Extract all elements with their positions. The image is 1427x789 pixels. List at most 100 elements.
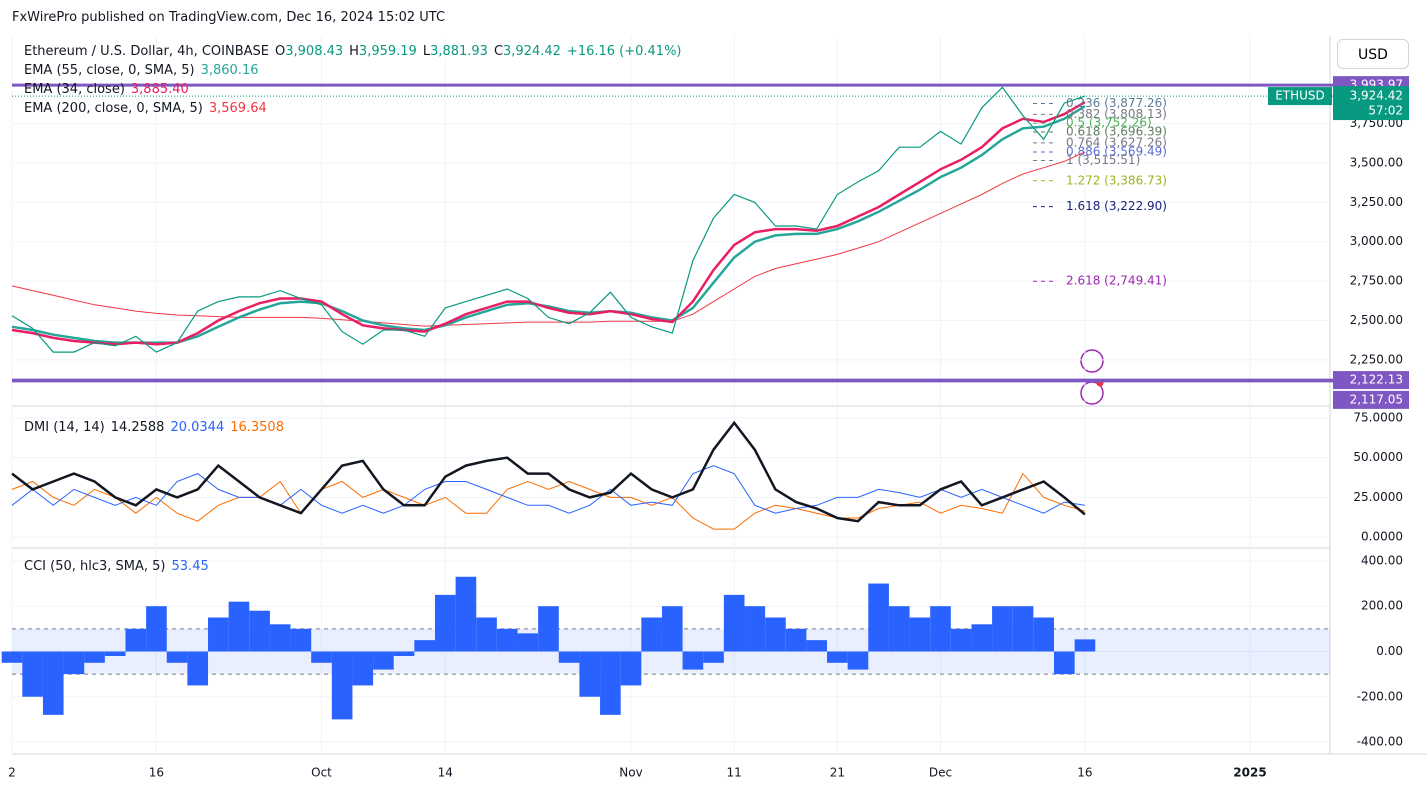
y-tick-label: 75.0000 bbox=[1353, 411, 1403, 425]
y-tick-label: -400.00 bbox=[1357, 735, 1403, 749]
x-tick-label: Dec bbox=[929, 766, 952, 780]
cci-bar bbox=[63, 651, 85, 675]
indicator-value: 3,860.16 bbox=[200, 63, 259, 78]
y-tick-label: 2,250.00 bbox=[1350, 352, 1403, 366]
cci-bar bbox=[166, 651, 188, 663]
ohlc-key: C bbox=[493, 44, 504, 59]
icon[interactable] bbox=[1080, 349, 1104, 373]
cci-bar bbox=[373, 651, 394, 670]
indicator-name: DMI (14, 14) bbox=[24, 420, 105, 435]
x-tick-label: 21 bbox=[830, 766, 845, 780]
symbol-row: Ethereum / U.S. Dollar, 4h, COINBASE O3,9… bbox=[24, 44, 688, 59]
y-tick-label: 50.0000 bbox=[1353, 450, 1403, 464]
indicator-row: EMA (55, close, 0, SMA, 5) 3,860.16 bbox=[24, 63, 688, 78]
y-tick-label: 0.0000 bbox=[1361, 530, 1403, 544]
ohlc-key: H bbox=[349, 44, 359, 59]
cci-bar bbox=[558, 651, 580, 663]
cci-bar bbox=[765, 617, 786, 652]
cci-bar bbox=[331, 651, 353, 720]
change: +16.16 (+0.41%) bbox=[566, 44, 682, 59]
symbol-badge bbox=[1268, 87, 1332, 106]
cci-bar bbox=[600, 651, 621, 715]
price-badge bbox=[1333, 86, 1409, 121]
fib-label: 0.382 (3,808.13) bbox=[1066, 107, 1167, 121]
cci-bar bbox=[84, 651, 105, 663]
indicator-name: EMA (34, close) bbox=[24, 82, 125, 97]
fib-label: 1.272 (3,386.73) bbox=[1066, 173, 1167, 187]
cci-bar bbox=[1074, 639, 1096, 652]
main-legend: Ethereum / U.S. Dollar, 4h, COINBASE O3,9… bbox=[24, 44, 688, 116]
currency-button[interactable]: USD bbox=[1337, 39, 1409, 69]
cci-bar bbox=[641, 617, 662, 652]
cci-bar bbox=[579, 651, 601, 697]
cci-bar bbox=[868, 583, 889, 652]
series-line bbox=[11, 151, 1086, 327]
cci-bar bbox=[290, 628, 312, 652]
indicator-value: 14.2588 bbox=[110, 420, 165, 435]
y-tick-label: 25.0000 bbox=[1353, 490, 1403, 504]
indicator-name: CCI (50, hlc3, SMA, 5) bbox=[24, 559, 166, 574]
series-line bbox=[11, 420, 1086, 523]
fib-label: 0.236 (3,877.26) bbox=[1066, 96, 1167, 110]
x-tick-label: 2025 bbox=[1233, 766, 1266, 780]
cci-bar bbox=[538, 606, 559, 652]
cci-bar bbox=[146, 606, 167, 652]
cci-bar bbox=[909, 617, 931, 652]
indicator-row: EMA (200, close, 0, SMA, 5) 3,569.64 bbox=[24, 101, 688, 116]
series-line bbox=[11, 101, 1086, 346]
fib-label: 1.618 (3,222.90) bbox=[1066, 199, 1167, 213]
y-tick-label: 3,500.00 bbox=[1350, 155, 1403, 169]
y-tick-label: 2,500.00 bbox=[1350, 313, 1403, 327]
cci-bar bbox=[827, 651, 848, 663]
cci-bar bbox=[1053, 651, 1075, 675]
indicator-value: 20.0344 bbox=[170, 420, 225, 435]
ohlc-value: 3,908.43 bbox=[285, 44, 344, 59]
x-tick-label: 16 bbox=[1077, 766, 1092, 780]
cci-bar bbox=[42, 651, 64, 715]
cci-bar bbox=[971, 624, 993, 652]
cci-bar bbox=[888, 606, 910, 652]
symbol-label: ETHUSD bbox=[1275, 89, 1325, 103]
cci-bar bbox=[950, 628, 972, 652]
fib-label: 2.618 (2,749.41) bbox=[1066, 274, 1167, 288]
x-tick-label: 11 bbox=[727, 766, 742, 780]
price-badge-label: 3,924.42 bbox=[1350, 89, 1403, 103]
series-line bbox=[11, 465, 1085, 514]
cci-bar bbox=[847, 651, 869, 670]
cci-bar bbox=[992, 606, 1013, 652]
cci-bar bbox=[414, 640, 435, 652]
price-badge-label: 2,122.13 bbox=[1350, 373, 1403, 387]
symbol-title: Ethereum / U.S. Dollar, 4h, COINBASE bbox=[24, 44, 270, 59]
cci-bar bbox=[125, 628, 147, 652]
cci-bar bbox=[434, 594, 456, 652]
indicator-value: 16.3508 bbox=[230, 420, 284, 435]
publisher: FxWirePro published on TradingView.com, … bbox=[12, 10, 446, 25]
cci-bar bbox=[496, 628, 518, 652]
cci-bar bbox=[661, 606, 683, 652]
ohlc-key: L bbox=[422, 44, 431, 59]
countdown: 57:02 bbox=[1368, 104, 1403, 118]
fib-label: 0.618 (3,696.39) bbox=[1066, 125, 1167, 139]
series-line bbox=[11, 86, 1086, 353]
indicator-name: EMA (200, close, 0, SMA, 5) bbox=[24, 101, 203, 116]
price-badge bbox=[1333, 371, 1409, 390]
cci-bar bbox=[806, 640, 828, 652]
price-badge-label: 2,117.05 bbox=[1350, 392, 1403, 406]
y-tick-label: 200.00 bbox=[1361, 599, 1403, 613]
cci-bar bbox=[269, 624, 291, 652]
y-tick-label: 3,000.00 bbox=[1350, 234, 1403, 248]
cci-bar bbox=[352, 651, 374, 686]
series-line bbox=[11, 105, 1086, 344]
x-tick-label: 14 bbox=[438, 766, 453, 780]
indicator-row: EMA (34, close) 3,885.40 bbox=[24, 82, 688, 97]
cci-bar bbox=[187, 651, 209, 686]
indicator-value: 3,569.64 bbox=[208, 101, 267, 116]
cci-bar bbox=[455, 576, 477, 652]
y-tick-label: 2,750.00 bbox=[1350, 274, 1403, 288]
x-tick-label: 16 bbox=[149, 766, 164, 780]
cci-bar bbox=[104, 651, 126, 656]
cci-bar bbox=[930, 606, 951, 652]
cci-bar bbox=[723, 594, 745, 652]
y-tick-label: -200.00 bbox=[1357, 689, 1403, 703]
